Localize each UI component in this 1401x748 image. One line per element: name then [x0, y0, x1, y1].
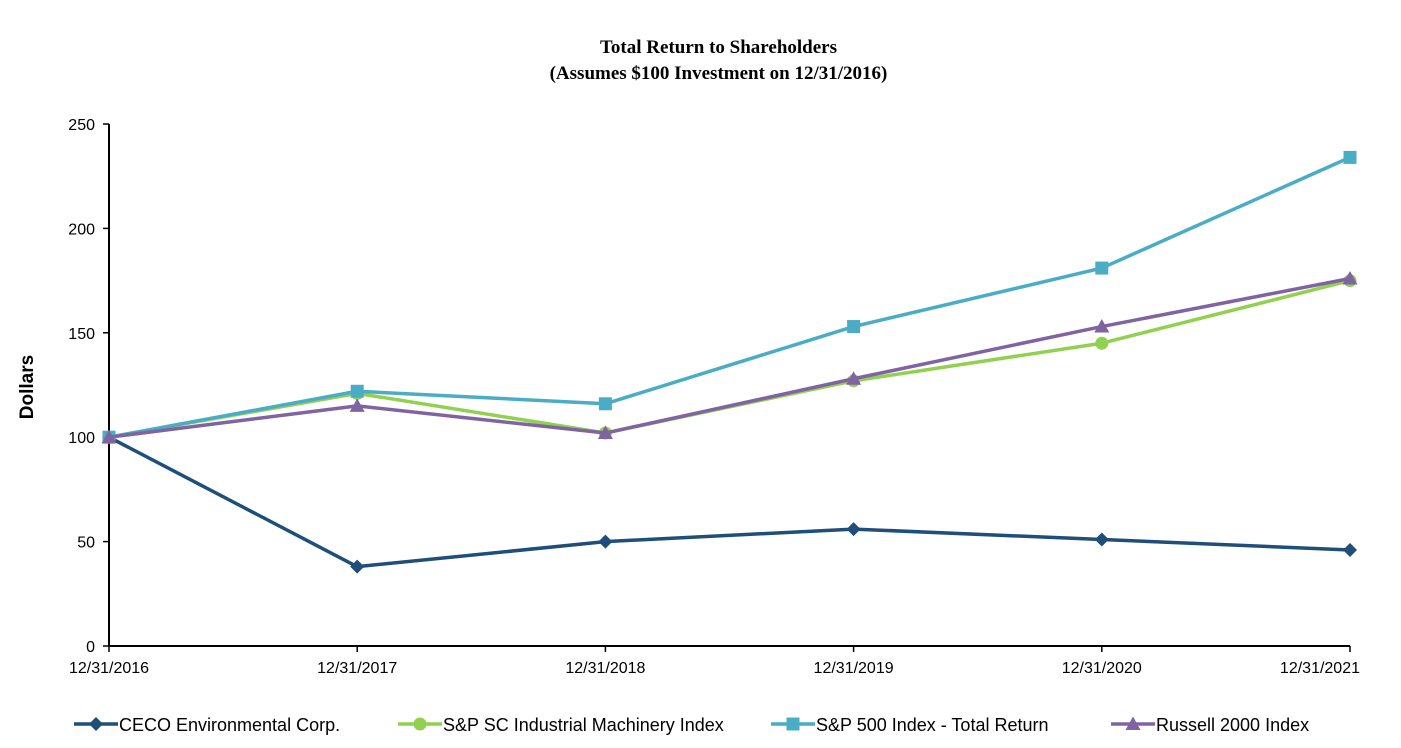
chart-subtitle: (Assumes $100 Investment on 12/31/2016): [549, 63, 888, 84]
legend-item: Russell 2000 Index: [1111, 715, 1309, 735]
x-tick-label: 12/31/2017: [317, 660, 397, 677]
data-point: [350, 384, 364, 398]
data-point: [1094, 532, 1109, 547]
y-tick-label: 50: [77, 535, 95, 552]
series-2: [102, 150, 1357, 444]
y-tick-label: 250: [68, 117, 95, 134]
data-point: [1094, 319, 1110, 333]
data-point: [598, 534, 613, 549]
data-point: [597, 425, 613, 440]
series-line: [108, 155, 1351, 439]
data-point: [846, 371, 862, 385]
data-point: [598, 397, 612, 411]
series-0: [102, 430, 1357, 574]
y-tick-label: 150: [68, 326, 95, 343]
x-tick-label: 12/31/2019: [814, 660, 894, 677]
y-axis-ticks: 0 50 100 150 200 250: [68, 117, 109, 656]
y-tick-label: 100: [68, 430, 95, 447]
series-3: [101, 271, 1358, 444]
x-tick-label: 12/31/2021: [1280, 660, 1360, 677]
legend-label: CECO Environmental Corp.: [119, 715, 340, 735]
data-point: [1095, 336, 1109, 350]
series-1: [102, 274, 1357, 444]
legend: CECO Environmental Corp. S&P SC Industria…: [74, 715, 1309, 735]
legend-label: Russell 2000 Index: [1156, 715, 1309, 735]
legend-marker: [1125, 716, 1141, 730]
axes: [108, 124, 1350, 647]
legend-item: S&P SC Industrial Machinery Index: [398, 715, 724, 735]
legend-marker: [89, 717, 103, 731]
x-tick-label: 12/31/2020: [1062, 660, 1142, 677]
chart-title: Total Return to Shareholders: [600, 37, 837, 58]
data-point: [846, 522, 861, 537]
series-line: [108, 435, 1351, 569]
legend-marker: [413, 717, 427, 731]
x-tick-label: 12/31/2018: [565, 660, 645, 677]
series-group: [101, 150, 1358, 574]
y-tick-label: 200: [68, 221, 95, 238]
data-point: [1095, 261, 1109, 275]
legend-item: S&P 500 Index - Total Return: [771, 715, 1048, 735]
x-tick-label: 12/31/2016: [69, 660, 149, 677]
data-point: [1343, 150, 1357, 164]
series-line: [108, 276, 1351, 439]
data-point: [350, 559, 365, 574]
legend-marker: [786, 717, 800, 731]
data-point: [349, 398, 365, 412]
data-point: [1342, 271, 1358, 285]
legend-item: CECO Environmental Corp.: [74, 715, 340, 735]
y-tick-label: 0: [86, 639, 95, 656]
data-point: [847, 320, 861, 334]
x-axis-ticks: 12/31/2016 12/31/2017 12/31/2018 12/31/2019…: [69, 646, 1360, 677]
legend-label: S&P SC Industrial Machinery Index: [443, 715, 724, 735]
y-axis-label: Dollars: [17, 355, 38, 419]
data-point: [1343, 542, 1357, 557]
data-point: [101, 429, 117, 444]
legend-label: S&P 500 Index - Total Return: [816, 715, 1048, 735]
